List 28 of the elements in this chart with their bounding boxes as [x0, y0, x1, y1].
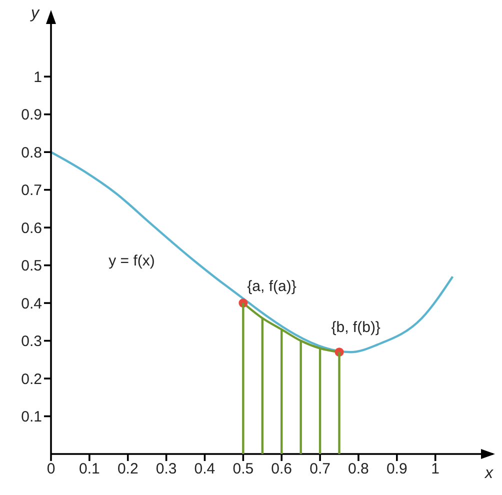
x-tick-label: 0.6 — [271, 460, 292, 478]
x-tick-label: 1 — [431, 460, 440, 478]
annotation: y = f(x) — [108, 252, 155, 270]
annotation: {a, f(a)} — [247, 278, 296, 296]
annotation: {b, f(b)} — [331, 319, 380, 336]
x-tick-label: 0.1 — [79, 460, 100, 478]
y-tick-label: 0.7 — [21, 182, 42, 200]
y-tick-label: 0.9 — [21, 106, 42, 124]
y-tick-label: 0.4 — [21, 295, 42, 312]
x-tick-label: 0.5 — [232, 460, 254, 478]
x-tick-label: 0.8 — [348, 460, 369, 478]
y-tick-label: 1 — [34, 68, 42, 86]
line-series — [51, 150, 454, 354]
y-tick-label: 0.8 — [21, 144, 42, 162]
y-tick-label: 0.6 — [21, 220, 42, 237]
x-tick-label: 0.4 — [194, 460, 216, 478]
y-axis-title: y — [30, 5, 40, 22]
y-tick-label: 0.1 — [21, 408, 42, 426]
x-tick-label: 0.9 — [386, 460, 408, 478]
x-tick-label: 0.7 — [310, 460, 330, 478]
bar — [338, 352, 340, 454]
x-tick-label: 0 — [46, 460, 56, 478]
y-tick-label: 0.2 — [21, 370, 42, 388]
x-tick-label: 0.3 — [156, 460, 177, 478]
x-axis-title: x — [484, 465, 494, 482]
y-tick-label: 0.3 — [21, 333, 42, 350]
y-tick-label: 0.5 — [21, 258, 42, 275]
x-tick-label: 0.2 — [117, 460, 138, 478]
